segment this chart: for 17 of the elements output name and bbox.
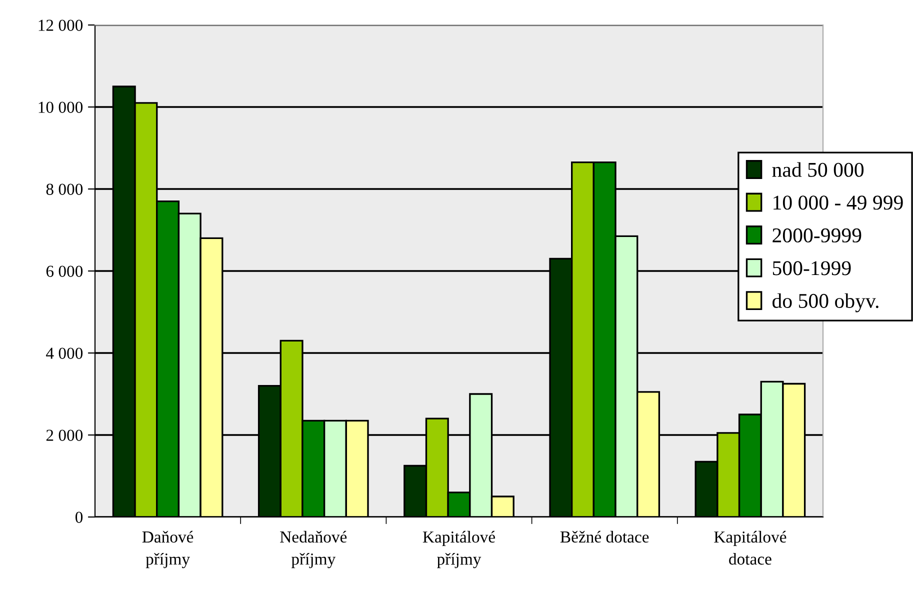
- legend-label: 500-1999: [772, 261, 851, 276]
- y-tick-label: 10 000: [38, 102, 83, 113]
- legend-label: nad 50 000: [772, 162, 864, 177]
- y-tick-label: 6 000: [46, 266, 83, 277]
- legend-label: 2000-9999: [772, 228, 862, 242]
- legend-label: 10 000 - 49 999: [774, 196, 903, 210]
- x-tick-label: Běžné dotace: [560, 530, 649, 543]
- x-tick-label: Daňové příjmy: [142, 530, 194, 568]
- y-tick-label: 4 000: [46, 348, 83, 359]
- x-tick-label: Kapitálové dotace: [714, 530, 786, 565]
- legend-label: do 500 obyv.: [772, 293, 878, 312]
- y-tick-label: 8 000: [46, 184, 83, 195]
- y-tick-label: 0: [75, 512, 83, 523]
- y-tick-label: 2 000: [46, 430, 83, 441]
- x-tick-label: Kapitálové příjmy: [422, 530, 495, 568]
- x-tick-label: Nedaňové příjmy: [280, 530, 347, 568]
- y-tick-label: 12 000: [38, 20, 83, 31]
